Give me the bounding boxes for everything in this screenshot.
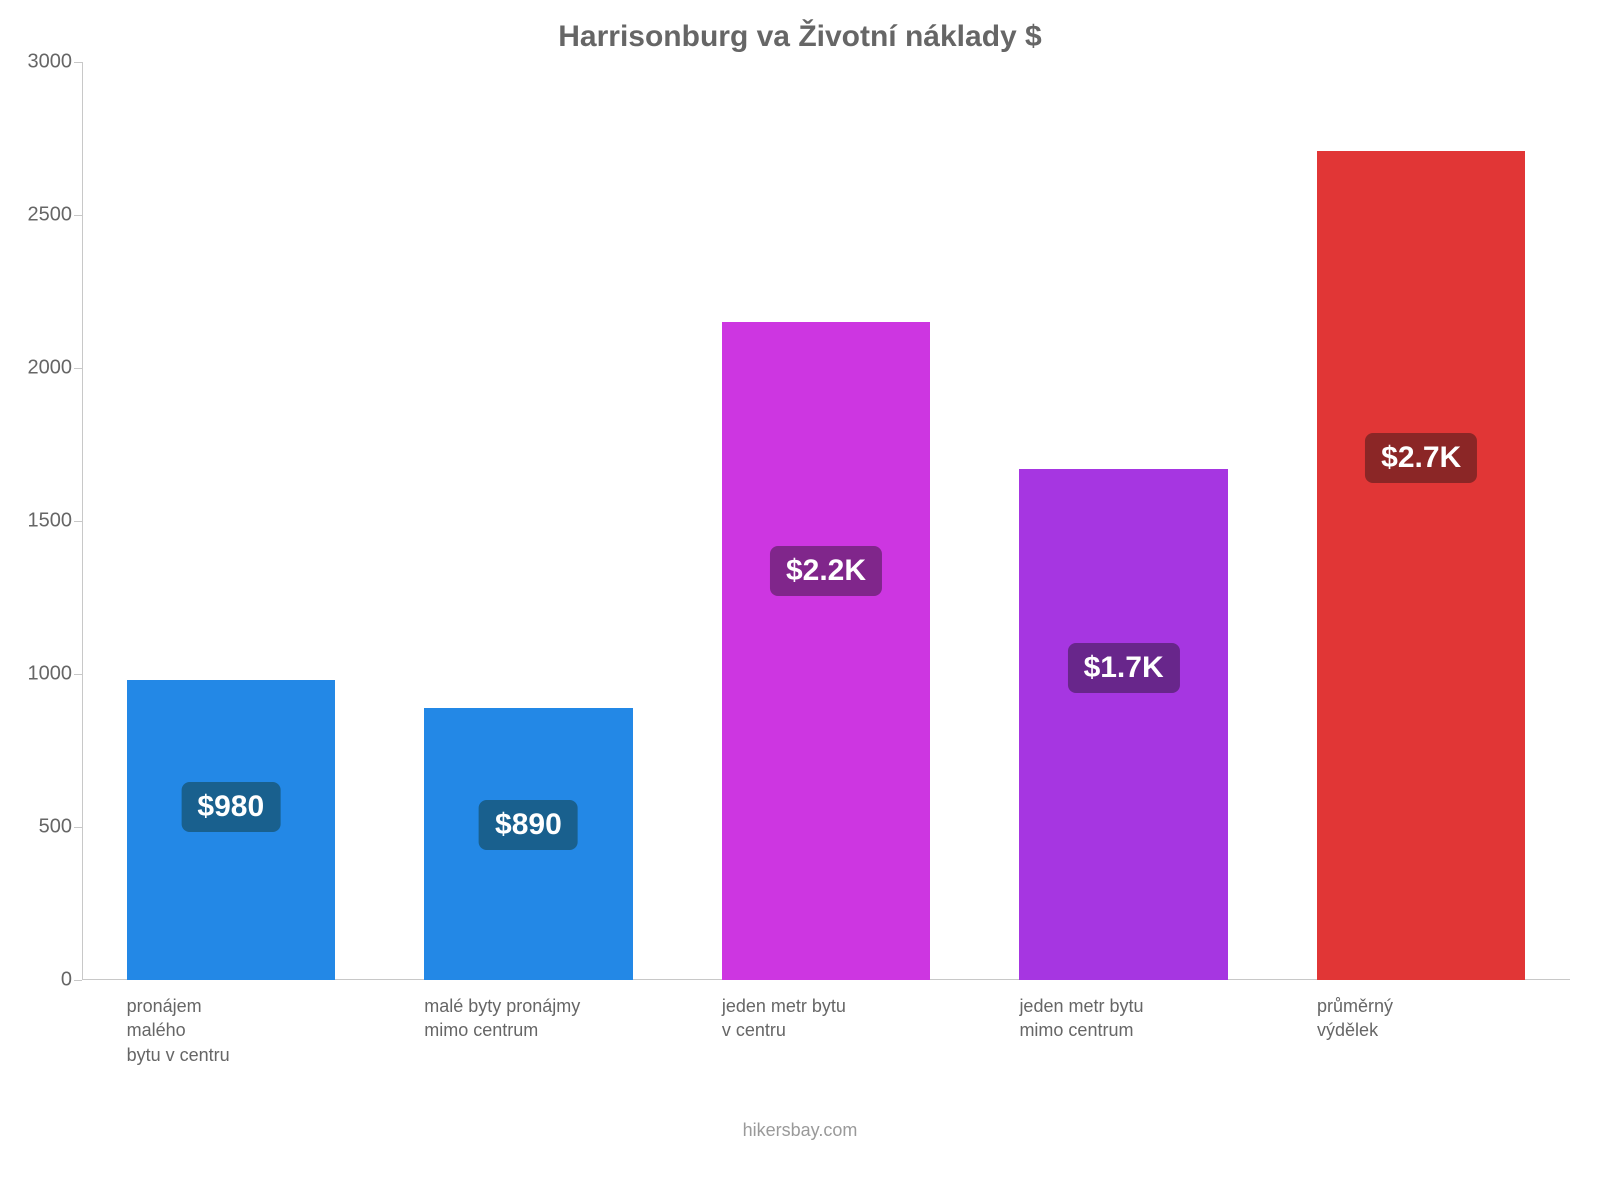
- chart-source-footer: hikersbay.com: [0, 1120, 1600, 1141]
- y-tick-label: 2500: [2, 204, 72, 227]
- bar-value-badge: $2.2K: [770, 546, 882, 596]
- y-tick-label: 500: [2, 816, 72, 839]
- y-tick-mark: [74, 368, 82, 369]
- bar: $980: [127, 680, 335, 980]
- y-axis: [82, 62, 83, 980]
- bar-value-badge: $980: [181, 782, 280, 832]
- y-tick-mark: [74, 521, 82, 522]
- bar-value-badge: $890: [479, 800, 578, 850]
- x-axis-label: jeden metr bytu v centru: [722, 994, 970, 1043]
- bar: $890: [424, 708, 632, 980]
- y-tick-mark: [74, 215, 82, 216]
- bar-value-badge: $1.7K: [1068, 643, 1180, 693]
- y-tick-mark: [74, 980, 82, 981]
- y-tick-label: 0: [2, 969, 72, 992]
- y-tick-mark: [74, 827, 82, 828]
- x-axis-label: malé byty pronájmy mimo centrum: [424, 994, 672, 1043]
- y-tick-mark: [74, 674, 82, 675]
- x-axis-label: průměrný výdělek: [1317, 994, 1565, 1043]
- chart-title: Harrisonburg va Životní náklady $: [0, 20, 1600, 54]
- bar: $2.7K: [1317, 151, 1525, 980]
- bar: $2.2K: [722, 322, 930, 980]
- cost-of-living-bar-chart: Harrisonburg va Životní náklady $ 050010…: [0, 0, 1600, 1200]
- y-tick-label: 3000: [2, 51, 72, 74]
- plot-area: 050010001500200025003000$980pronájem mal…: [82, 62, 1570, 980]
- y-tick-mark: [74, 62, 82, 63]
- bar: $1.7K: [1019, 469, 1227, 980]
- x-axis-label: pronájem malého bytu v centru: [127, 994, 375, 1067]
- x-axis-label: jeden metr bytu mimo centrum: [1019, 994, 1267, 1043]
- bar-value-badge: $2.7K: [1365, 433, 1477, 483]
- y-tick-label: 1500: [2, 510, 72, 533]
- y-tick-label: 2000: [2, 357, 72, 380]
- y-tick-label: 1000: [2, 663, 72, 686]
